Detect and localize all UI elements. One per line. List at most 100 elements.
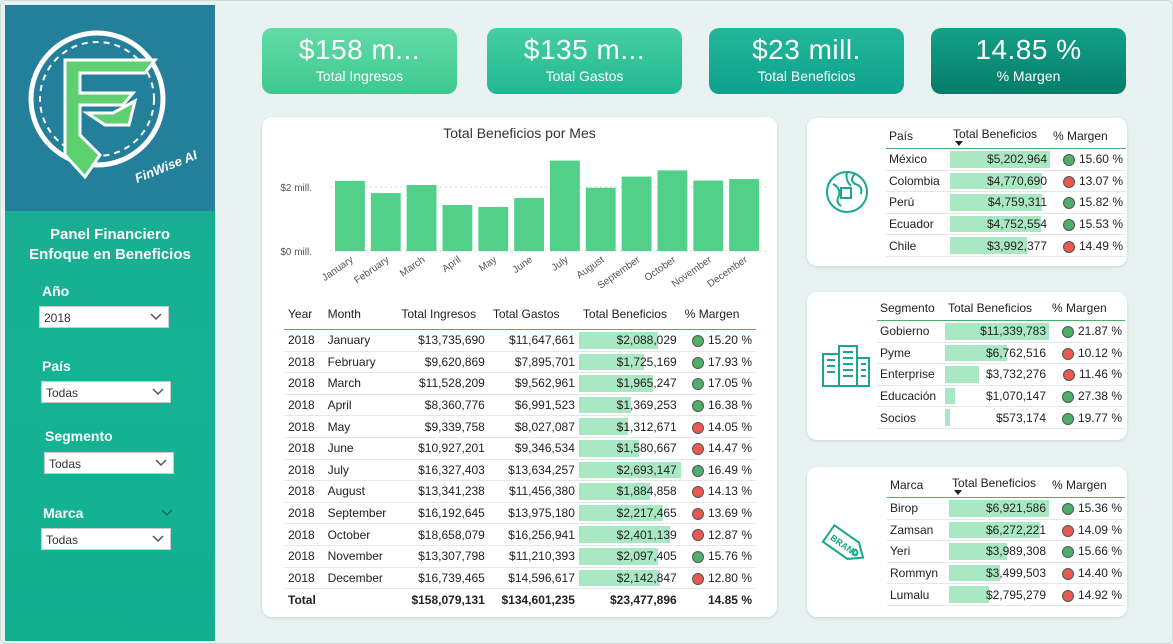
cell-margen: 17.93 %: [680, 351, 756, 374]
table-row[interactable]: 2018 December $16,739,465 $14,596,617 $2,142…: [284, 567, 756, 590]
cell-margen-value: 19.77 %: [1077, 410, 1122, 425]
table-row[interactable]: Yeri $3,989,308 15.66 %: [887, 540, 1125, 563]
cell-beneficios: $1,725,169: [578, 351, 681, 374]
bar-december[interactable]: [729, 179, 759, 251]
cell-margen-value: 12.87 %: [707, 527, 752, 542]
table-row[interactable]: Chile $3,992,377 14.49 %: [886, 234, 1126, 257]
brand-name: FinWise AI: [133, 147, 200, 186]
table-row[interactable]: Ecuador $4,752,554 15.53 %: [886, 213, 1126, 236]
col-header-beneficios[interactable]: Total Beneficios: [582, 307, 667, 321]
bar-september[interactable]: [621, 176, 652, 251]
cell-beneficios: $11,339,783: [945, 320, 1049, 343]
status-dot-bad: [1061, 524, 1074, 537]
cell-margen: 11.46 %: [1049, 363, 1125, 386]
cell-gastos: $6,991,523: [488, 394, 579, 417]
table-row[interactable]: 2018 September $16,192,645 $13,975,180 $2,21…: [284, 502, 756, 525]
cell-name: Gobierno: [877, 320, 945, 343]
col-header-month[interactable]: Month: [327, 307, 361, 321]
col-header-year[interactable]: Year: [288, 307, 313, 321]
cell-margen-value: 13.69 %: [707, 506, 752, 521]
table-row[interactable]: Lumalu $2,795,279 14.92 %: [887, 583, 1125, 606]
bar-january[interactable]: [335, 180, 365, 251]
col-header-beneficios[interactable]: Total Beneficios: [949, 473, 1049, 498]
table-row[interactable]: México $5,202,964 15.60 %: [886, 148, 1126, 171]
cell-beneficios-value: $6,921,586: [985, 501, 1046, 516]
table-row[interactable]: 2018 January $13,735,690 $11,647,661 $2,088,…: [284, 329, 756, 352]
status-dot-bad: [1061, 347, 1074, 360]
country-dropdown[interactable]: Todas: [41, 381, 171, 403]
cell-margen-value: 16.38 %: [707, 398, 752, 413]
bar-february[interactable]: [370, 193, 401, 251]
table-row[interactable]: 2018 October $18,658,079 $16,256,941 $2,401,…: [284, 523, 756, 546]
bar-august[interactable]: [585, 187, 616, 251]
bar-july[interactable]: [550, 160, 580, 251]
table-row[interactable]: 2018 July $16,327,403 $13,634,257 $2,693,147…: [284, 459, 756, 482]
col-header-beneficios[interactable]: Total Beneficios: [948, 301, 1033, 315]
table-row[interactable]: 2018 November $13,307,798 $11,210,393 $2,097…: [284, 545, 756, 568]
col-header-country[interactable]: País: [889, 129, 914, 143]
chart-title: Total Beneficios por Mes: [443, 125, 596, 141]
table-row[interactable]: 2018 August $13,341,238 $11,456,380 $1,884,8…: [284, 480, 756, 503]
cell-margen: 15.36 %: [1049, 497, 1125, 520]
col-header-margen[interactable]: % Margen: [1052, 478, 1107, 492]
bar-may[interactable]: [478, 206, 509, 251]
table-row[interactable]: Rommyn $3,499,503 14.40 %: [887, 562, 1125, 585]
bar-november[interactable]: [693, 180, 724, 251]
table-row[interactable]: 2018 June $10,927,201 $9,346,534 $1,580,667 1…: [284, 437, 756, 460]
cell-name: Ecuador: [886, 213, 950, 236]
bar-march[interactable]: [406, 185, 437, 251]
col-header-margen[interactable]: % Margen: [684, 307, 740, 321]
col-header-margen[interactable]: % Margen: [1052, 301, 1107, 315]
table-row[interactable]: Enterprise $3,732,276 11.46 %: [877, 363, 1125, 386]
table-row[interactable]: Pyme $6,762,516 10.12 %: [877, 342, 1125, 365]
cell-ingresos: $18,658,079: [397, 523, 489, 546]
data-bar: [945, 409, 951, 426]
cell-year: 2018: [284, 523, 324, 546]
col-header-gastos[interactable]: Total Gastos: [492, 307, 560, 321]
table-row[interactable]: Zamsan $6,272,221 14.09 %: [887, 519, 1125, 542]
x-tick-label: April: [440, 254, 463, 274]
cell-beneficios-value: $4,759,311: [987, 195, 1047, 210]
col-header-ingresos[interactable]: Total Ingresos: [401, 307, 477, 321]
col-header-margen[interactable]: % Margen: [1053, 129, 1108, 143]
status-dot-bad: [1062, 369, 1075, 382]
segment-dropdown[interactable]: Todas: [44, 452, 174, 474]
cell-ingresos: $11,528,209: [397, 372, 489, 395]
cell-margen-value: 21.87 %: [1077, 324, 1122, 339]
table-row[interactable]: 2018 May $9,339,758 $8,027,087 $1,312,671 14.…: [284, 415, 756, 438]
bar-april[interactable]: [442, 205, 473, 251]
table-row[interactable]: 2018 February $9,620,869 $7,895,701 $1,725,1…: [284, 351, 756, 374]
cell-margen-value: 14.05 %: [707, 419, 752, 434]
cell-margen: 10.12 %: [1049, 342, 1125, 365]
col-header-segment[interactable]: Segmento: [880, 301, 935, 315]
y-tick-label: $2 mill.: [280, 183, 312, 194]
table-row[interactable]: Perú $4,759,311 15.82 %: [886, 191, 1126, 214]
cell-ingresos: $13,341,238: [397, 480, 489, 503]
cell-margen-value: 15.53 %: [1078, 217, 1123, 232]
table-row[interactable]: Colombia $4,770,690 13.07 %: [886, 170, 1126, 193]
empty-cell: [323, 588, 398, 612]
cell-gastos: $16,256,941: [488, 523, 579, 546]
table-row[interactable]: Educación $1,070,147 27.38 %: [877, 385, 1125, 408]
table-row[interactable]: Gobierno $11,339,783 21.87 %: [877, 320, 1125, 343]
table-row[interactable]: Birop $6,921,586 15.36 %: [887, 497, 1125, 520]
table-row[interactable]: 2018 March $11,528,209 $9,562,961 $1,965,247…: [284, 372, 756, 395]
status-dot-good: [691, 356, 704, 369]
bar-june[interactable]: [514, 197, 544, 251]
cell-beneficios: $1,312,671: [578, 415, 681, 438]
cell-name: Yeri: [887, 540, 949, 563]
bar-october[interactable]: [657, 170, 688, 251]
chevron-down-icon[interactable]: [161, 508, 173, 518]
cell-year: 2018: [284, 437, 324, 460]
col-header-beneficios[interactable]: Total Beneficios: [950, 124, 1050, 149]
data-bar: [578, 353, 645, 371]
cell-beneficios-value: $2,097,405: [616, 549, 677, 564]
year-dropdown[interactable]: 2018: [39, 306, 169, 328]
cell-beneficios: $2,097,405: [578, 545, 681, 568]
cell-margen-value: 12.80 %: [707, 570, 752, 585]
cell-name: Chile: [886, 234, 950, 257]
table-row[interactable]: Socios $573,174 19.77 %: [877, 406, 1125, 429]
table-row[interactable]: 2018 April $8,360,776 $6,991,523 $1,369,253 1…: [284, 394, 756, 417]
brand-dropdown[interactable]: Todas: [41, 528, 171, 550]
col-header-brand[interactable]: Marca: [890, 478, 924, 492]
